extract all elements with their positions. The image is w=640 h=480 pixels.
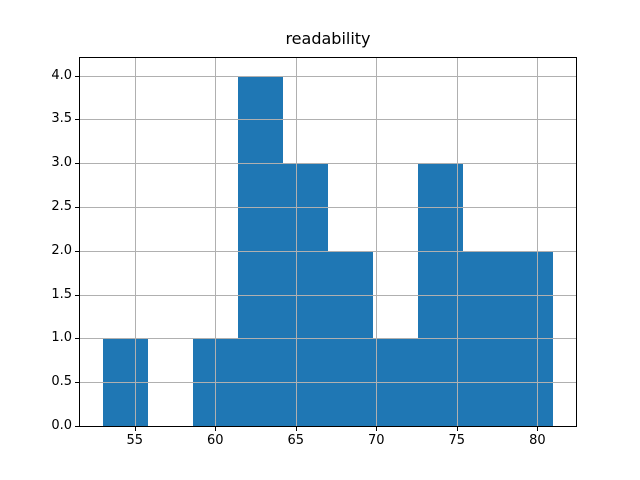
y-tick-mark bbox=[75, 76, 79, 77]
x-tick-mark bbox=[537, 427, 538, 431]
gridline-horizontal bbox=[80, 382, 576, 383]
gridline-horizontal bbox=[80, 163, 576, 164]
x-tick-mark bbox=[296, 427, 297, 431]
y-tick-label: 1.0 bbox=[51, 330, 72, 346]
x-tick-label: 65 bbox=[287, 433, 305, 448]
gridline-vertical bbox=[296, 58, 297, 426]
y-tick-mark bbox=[75, 295, 79, 296]
x-tick-mark bbox=[457, 427, 458, 431]
gridline-vertical bbox=[457, 58, 458, 426]
x-tick-label: 70 bbox=[368, 433, 385, 448]
x-tick-label: 80 bbox=[529, 433, 546, 448]
y-tick-label: 3.5 bbox=[51, 111, 72, 127]
y-tick-label: 2.5 bbox=[51, 199, 72, 214]
y-tick-mark bbox=[75, 338, 79, 339]
y-tick-mark bbox=[75, 426, 79, 427]
gridline-horizontal bbox=[80, 251, 576, 252]
y-tick-label: 0.0 bbox=[51, 418, 72, 433]
gridline-horizontal bbox=[80, 426, 576, 427]
x-tick-label: 75 bbox=[448, 433, 466, 448]
y-tick-label: 1.5 bbox=[51, 286, 72, 302]
y-tick-label: 4.0 bbox=[51, 67, 72, 83]
y-tick-mark bbox=[75, 382, 79, 383]
gridline-horizontal bbox=[80, 119, 576, 120]
gridline-horizontal bbox=[80, 207, 576, 208]
gridline-horizontal bbox=[80, 295, 576, 296]
y-tick-mark bbox=[75, 207, 79, 208]
gridline-vertical bbox=[537, 58, 538, 426]
gridline-horizontal bbox=[80, 338, 576, 339]
gridline-vertical bbox=[135, 58, 136, 426]
histogram-bar bbox=[237, 75, 283, 426]
y-tick-mark bbox=[75, 163, 79, 164]
x-tick-label: 60 bbox=[207, 433, 224, 448]
y-tick-label: 0.5 bbox=[51, 374, 72, 390]
x-tick-label: 55 bbox=[126, 433, 144, 448]
x-tick-mark bbox=[215, 427, 216, 431]
y-tick-label: 3.0 bbox=[51, 155, 72, 171]
gridline-vertical bbox=[215, 58, 216, 426]
x-tick-mark bbox=[376, 427, 377, 431]
y-tick-mark bbox=[75, 119, 79, 120]
x-tick-mark bbox=[135, 427, 136, 431]
y-tick-mark bbox=[75, 251, 79, 252]
gridline-horizontal bbox=[80, 76, 576, 77]
gridline-vertical bbox=[376, 58, 377, 426]
chart-title: readability bbox=[285, 29, 371, 48]
y-tick-label: 2.0 bbox=[51, 242, 72, 258]
